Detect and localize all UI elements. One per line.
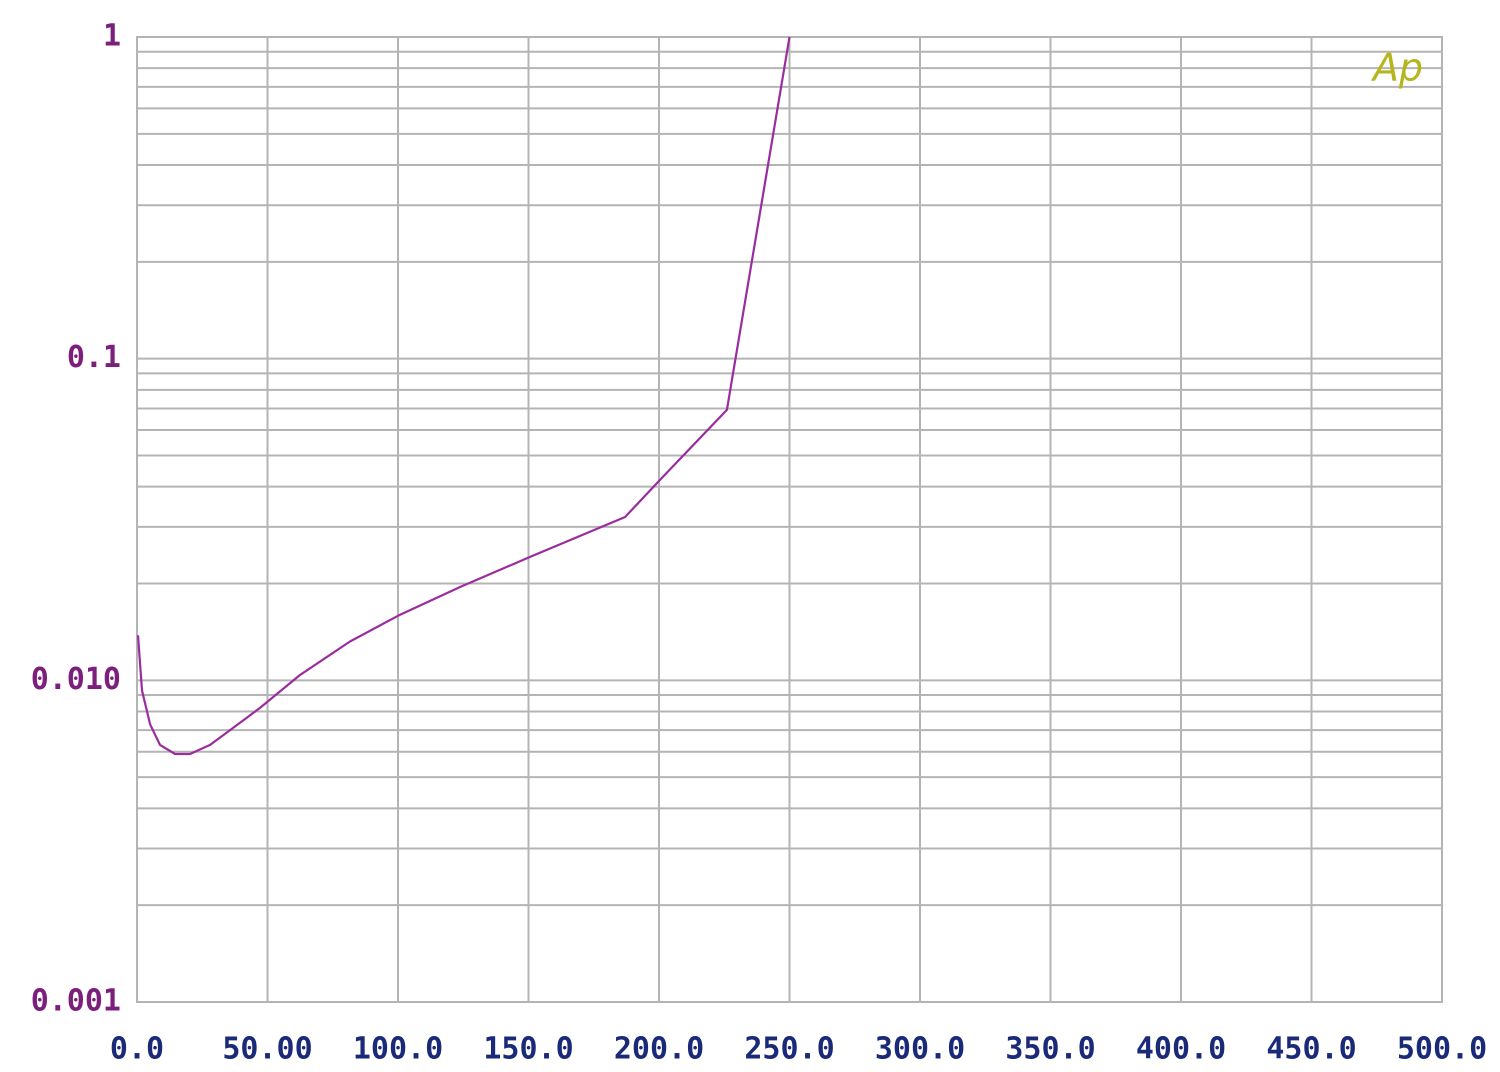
x-tick-label: 500.0 [1397, 1032, 1487, 1067]
y-tick-label: 0.1 [67, 340, 121, 375]
x-tick-label: 250.0 [744, 1032, 834, 1067]
y-tick-label: 0.010 [31, 662, 121, 697]
x-tick-label: 0.0 [110, 1032, 164, 1067]
x-tick-label: 350.0 [1005, 1032, 1095, 1067]
data-line [136, 36, 791, 756]
x-tick-label: 300.0 [875, 1032, 965, 1067]
y-tick-label: 1 [103, 19, 121, 54]
x-tick-label: 50.00 [222, 1032, 312, 1067]
x-tick-label: 400.0 [1136, 1032, 1226, 1067]
x-tick-label: 150.0 [483, 1032, 573, 1067]
x-tick-label: 100.0 [353, 1032, 443, 1067]
x-tick-label: 200.0 [614, 1032, 704, 1067]
y-tick-label: 0.001 [31, 984, 121, 1019]
logo: Ap [1370, 46, 1423, 90]
x-tick-label: 450.0 [1266, 1032, 1356, 1067]
